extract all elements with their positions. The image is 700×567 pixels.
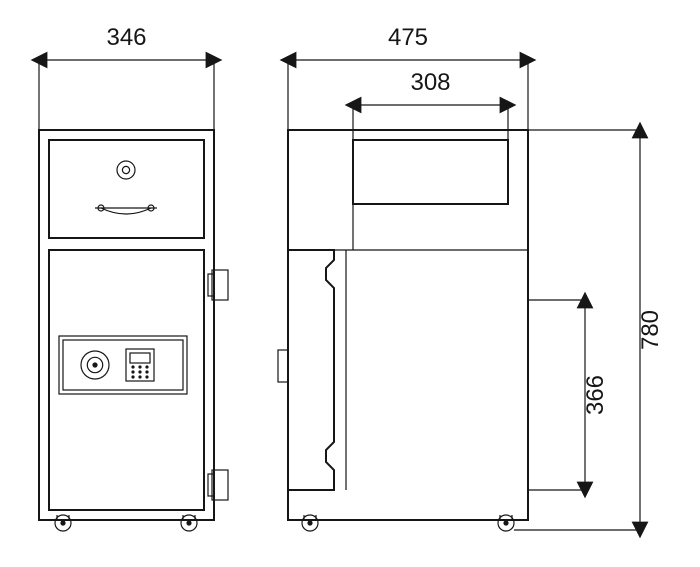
side-body (288, 130, 528, 520)
dim-780: 780 (637, 310, 664, 350)
dim-308: 308 (410, 69, 450, 96)
dim-475: 475 (388, 24, 428, 51)
dim-346: 346 (106, 24, 146, 51)
front-body (39, 130, 214, 520)
dim-366: 366 (582, 375, 609, 415)
